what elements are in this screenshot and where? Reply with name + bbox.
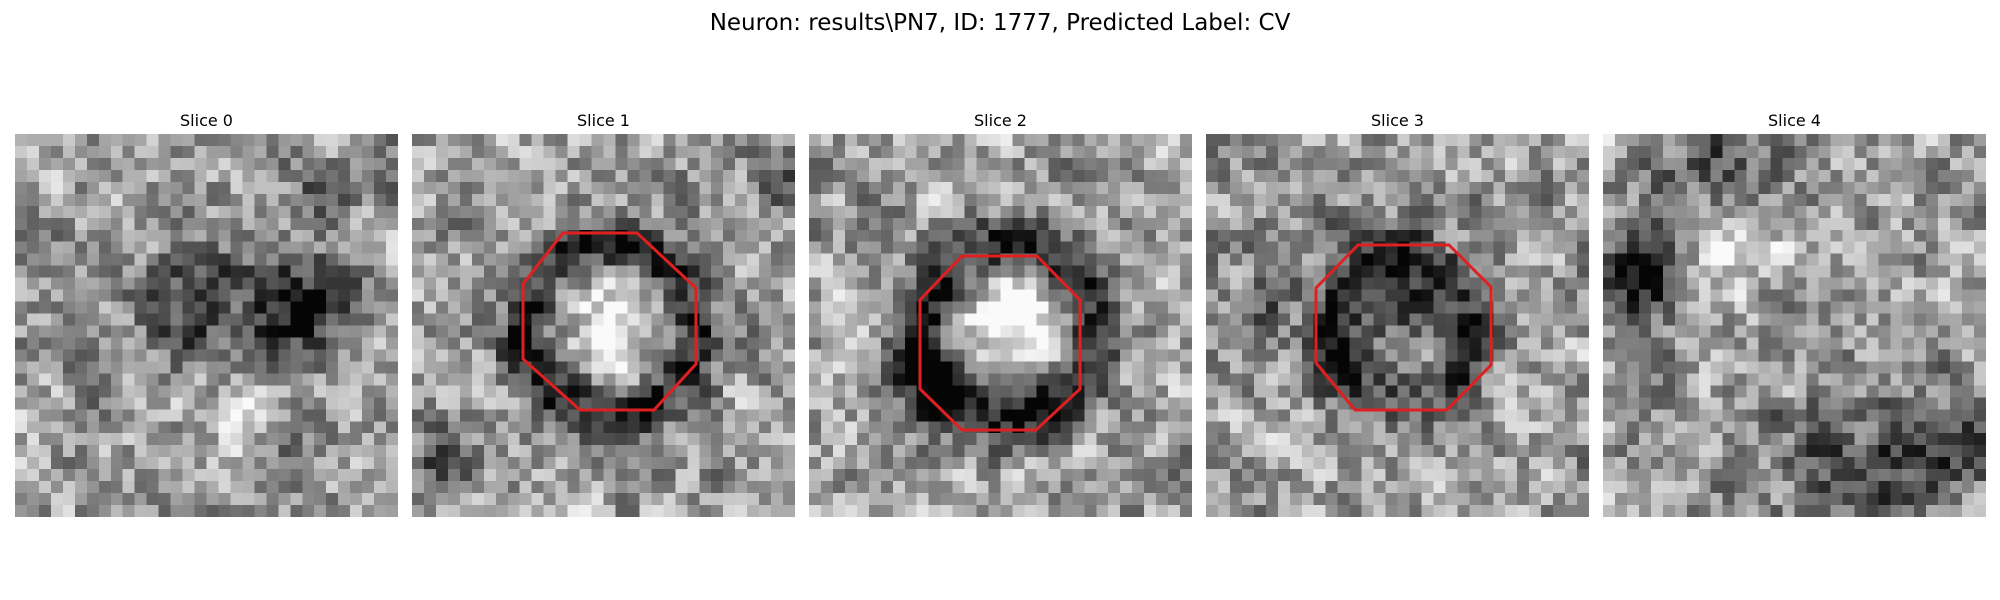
slice-panel-0: Slice 0 [15, 108, 398, 517]
slice-title: Slice 2 [974, 111, 1027, 130]
slice-panel-3: Slice 3 [1206, 108, 1589, 517]
slice-image [1603, 134, 1986, 517]
slice-image [1206, 134, 1589, 517]
slice-image [809, 134, 1192, 517]
slice-title: Slice 4 [1768, 111, 1821, 130]
slice-panel-2: Slice 2 [809, 108, 1192, 517]
figure-title: Neuron: results\PN7, ID: 1777, Predicted… [709, 10, 1291, 36]
detection-octagon [918, 254, 1082, 432]
detection-octagon [521, 231, 698, 412]
slice-image [15, 134, 398, 517]
slice-panel-1: Slice 1 [412, 108, 795, 517]
slice-panel-4: Slice 4 [1603, 108, 1986, 517]
slice-title: Slice 1 [577, 111, 630, 130]
slice-image [412, 134, 795, 517]
slice-title: Slice 0 [180, 111, 233, 130]
detection-octagon [1314, 243, 1493, 412]
slice-title: Slice 3 [1371, 111, 1424, 130]
